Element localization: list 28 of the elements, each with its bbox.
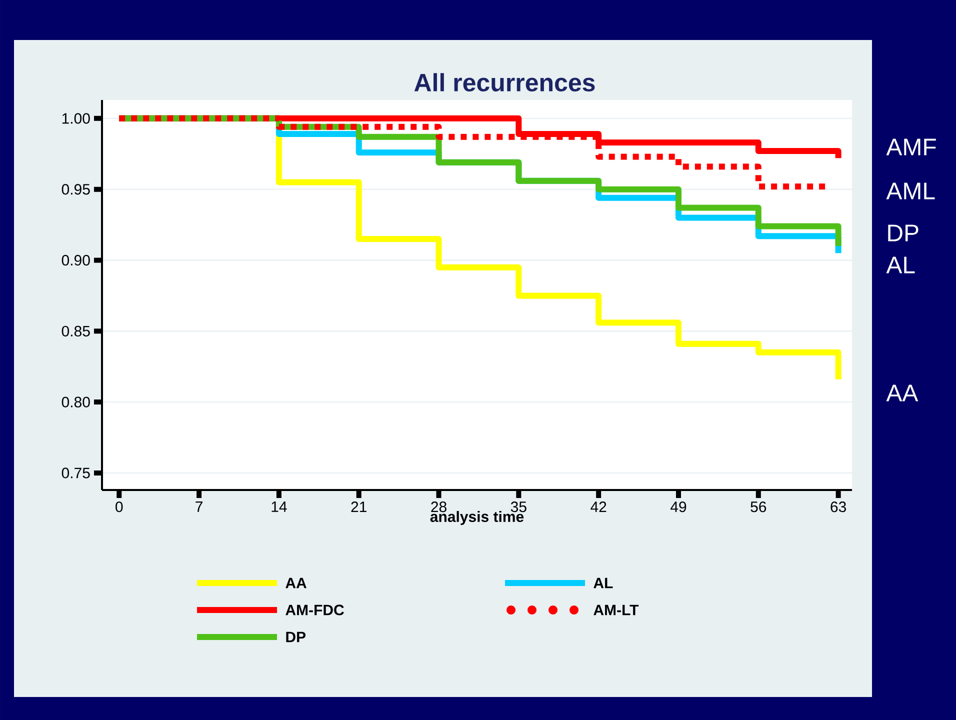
y-tick-label: 0.90 [62, 254, 90, 266]
chart-title: All recurrences [414, 73, 595, 92]
text: AML [886, 182, 935, 200]
y-tick-label: 0.85 [62, 326, 90, 336]
x-tick-label: 49 [670, 502, 686, 512]
x-tick-label: 63 [830, 502, 846, 512]
legend-label: AM-LT [594, 604, 639, 616]
x-tick-label: 14 [272, 502, 287, 512]
x-tick-label: 35 [510, 502, 526, 512]
y-tick-label: 0.80 [62, 396, 90, 408]
x-tick-label: 21 [351, 502, 366, 512]
x-tick-label: 56 [750, 502, 766, 512]
text: AA [886, 384, 918, 402]
x-tick-label: 7 [196, 502, 202, 512]
legend-label: AM-FDC [286, 604, 344, 616]
legend-label: AA [286, 578, 306, 588]
text: DP [888, 224, 918, 242]
x-tick-label: 28 [431, 502, 446, 512]
y-tick-label: 0.95 [62, 184, 90, 195]
legend-label: DP [286, 632, 306, 642]
legend-label: AL [594, 578, 613, 588]
y-tick-label: 1.00 [62, 113, 90, 124]
text: AMF [886, 138, 936, 156]
x-tick-label: 0 [116, 502, 123, 512]
x-tick-label: 42 [590, 502, 606, 512]
y-tick-label: 0.75 [62, 468, 90, 478]
text: AL [886, 256, 915, 274]
x-axis-title: analysis time [430, 511, 524, 525]
